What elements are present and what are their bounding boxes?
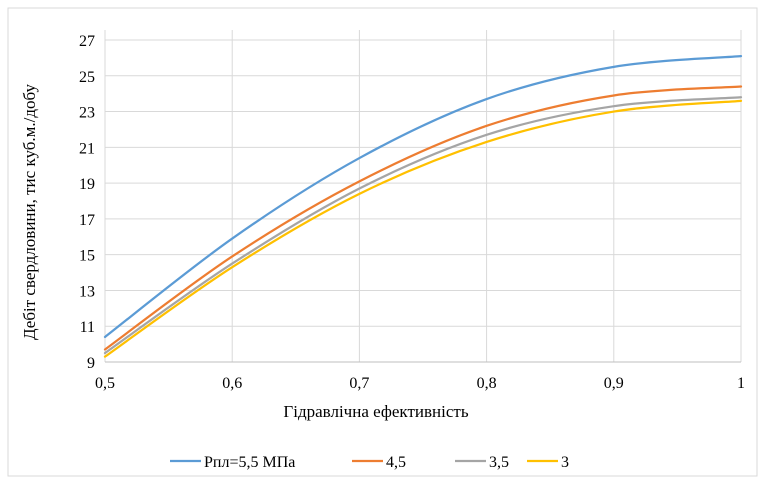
x-tick-label: 1 (737, 375, 745, 392)
y-tick-label: 21 (79, 140, 95, 157)
series-line-3 (103, 99, 743, 358)
y-tick-label: 27 (79, 33, 95, 50)
series-line-0 (103, 54, 743, 339)
gridlines (104, 30, 742, 363)
y-tick-label: 15 (79, 248, 95, 265)
series-line-1 (103, 85, 743, 351)
x-tick-label: 0,6 (222, 375, 242, 392)
legend-label-2: 3,5 (489, 454, 509, 471)
x-tick-label: 0,7 (349, 375, 369, 392)
y-axis-title: Дебіт свердловини, тис куб.м./добу (20, 83, 39, 340)
y-tick-label: 17 (79, 212, 95, 229)
y-tick-label: 23 (79, 105, 95, 122)
y-tick-label: 11 (80, 319, 95, 336)
series-lines (103, 54, 743, 358)
tick-labels: 9 11 13 15 17 19 21 23 25 27 0,5 0,6 0,7 0,8 0,9 1 (79, 33, 745, 392)
legend: Рпл=5,5 МПа 4,5 3,5 3 (170, 454, 569, 471)
x-tick-label: 0,5 (95, 375, 115, 392)
y-tick-label: 9 (87, 355, 95, 372)
legend-label-3: 3 (561, 454, 569, 471)
x-tick-label: 0,9 (604, 375, 624, 392)
x-axis-title: Гідравлічна ефективність (283, 402, 468, 421)
series-line-2 (103, 96, 743, 355)
y-tick-label: 13 (79, 283, 95, 300)
legend-label-1: 4,5 (386, 454, 406, 471)
y-tick-label: 19 (79, 176, 95, 193)
y-tick-label: 25 (79, 69, 95, 86)
x-tick-label: 0,8 (477, 375, 497, 392)
legend-label-0: Рпл=5,5 МПа (204, 454, 295, 471)
chart-border (7, 7, 758, 477)
